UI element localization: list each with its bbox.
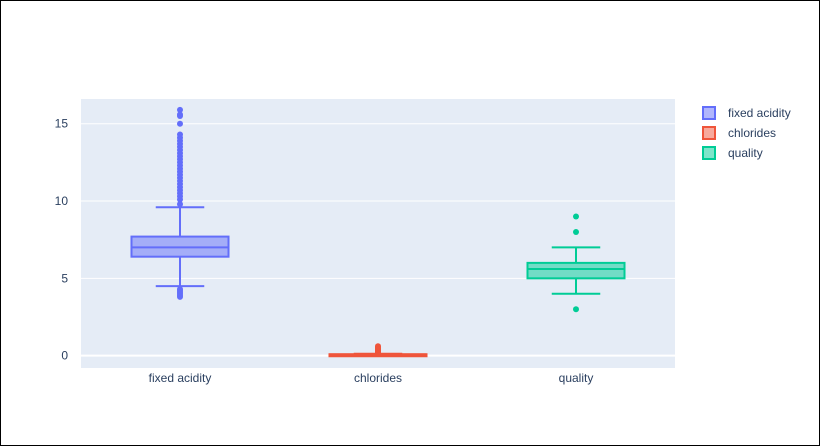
quality-outlier-point [573,306,579,313]
x-tick-label: fixed acidity [149,371,212,385]
quality-box [526,261,626,280]
x-tick-label: quality [559,371,594,385]
y-tick-label: 15 [55,117,69,131]
quality-outlier-point [573,213,579,220]
chlorides-legend-swatch [702,126,716,140]
x-tick-label: chlorides [354,371,402,385]
fixed-acidity-legend-swatch [702,106,716,120]
chlorides-legend-label: chlorides [728,126,776,140]
quality-outlier-point [573,228,579,235]
fixed-acidity-outlier-point [177,286,183,293]
fixed-acidity-outlier-point [177,120,183,127]
chlorides-outlier-point [375,343,381,350]
fixed-acidity-outlier-point [177,201,183,208]
y-tick-label: 5 [61,271,68,285]
quality-legend-swatch [702,146,716,160]
quality-legend-label: quality [728,146,763,160]
y-tick-label: 10 [55,194,69,208]
plot-background [81,99,675,368]
fixed-acidity-outlier-point [177,111,183,118]
y-tick-label: 0 [61,349,68,363]
fixed-acidity-outlier-point [177,106,183,113]
fixed-acidity-legend-label: fixed acidity [728,106,791,120]
fixed-acidity-outlier-point [177,131,183,138]
